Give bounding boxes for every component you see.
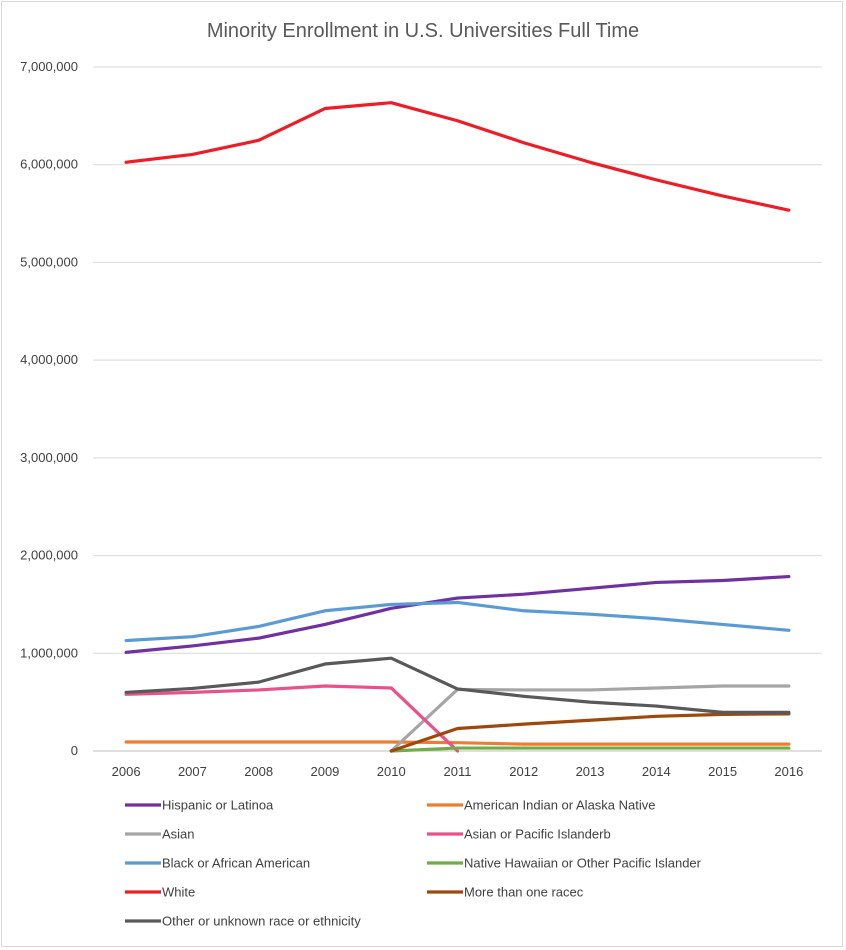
y-tick-label: 4,000,000	[20, 352, 78, 367]
x-tick-label: 2010	[377, 764, 406, 779]
series-line-other-or-unknown-race-or-ethnicity	[124, 656, 791, 714]
y-tick-label: 7,000,000	[20, 59, 78, 74]
y-axis-ticks: 0 1,000,000 2,000,000 3,000,000 4,000,000 5,0…	[20, 59, 78, 758]
x-axis-ticks: 2006 2007 2008 2009 2010 2011 2012 2013 2014 2015…	[112, 764, 804, 779]
gridlines	[93, 66, 822, 752]
legend-item-other-or-unknown-race-or-ethnicity: Other or unknown race or ethnicity	[125, 914, 361, 929]
series-line-white	[124, 101, 791, 212]
legend: Hispanic or Latinoa American Indian or Al…	[125, 798, 702, 929]
legend-label: Other or unknown race or ethnicity	[162, 914, 361, 929]
y-tick-label: 0	[71, 743, 78, 758]
x-tick-label: 2013	[576, 764, 605, 779]
series-lines	[124, 101, 791, 753]
series-line-native-hawaiian-or-other-pacific-islander	[389, 746, 791, 753]
series-line-black-or-african-american	[124, 600, 791, 643]
legend-label: Asian or Pacific Islanderb	[464, 827, 611, 842]
series-line-american-indian-or-alaska-native	[124, 740, 791, 746]
legend-item-asian-or-pacific-islanderb: Asian or Pacific Islanderb	[427, 827, 611, 842]
legend-item-more-than-one-racec: More than one racec	[427, 885, 584, 900]
x-tick-label: 2009	[310, 764, 339, 779]
legend-label: Native Hawaiian or Other Pacific Islande…	[464, 856, 702, 871]
y-tick-label: 2,000,000	[20, 548, 78, 563]
x-tick-label: 2012	[509, 764, 538, 779]
legend-item-american-indian-or-alaska-native: American Indian or Alaska Native	[427, 798, 655, 813]
series-line-asian-or-pacific-islanderb	[124, 684, 460, 753]
legend-label: Black or African American	[162, 856, 310, 871]
chart-title: Minority Enrollment in U.S. Universities…	[207, 20, 639, 42]
x-tick-label: 2011	[444, 764, 472, 779]
legend-label: American Indian or Alaska Native	[464, 798, 655, 813]
legend-label: Hispanic or Latinoa	[162, 798, 274, 813]
x-tick-label: 2016	[774, 764, 803, 779]
y-tick-label: 6,000,000	[20, 157, 78, 172]
series-line-hispanic-or-latinoa	[124, 574, 791, 654]
y-tick-label: 3,000,000	[20, 450, 78, 465]
y-tick-label: 5,000,000	[20, 254, 78, 269]
legend-item-native-hawaiian-or-other-pacific-islander: Native Hawaiian or Other Pacific Islande…	[427, 856, 702, 871]
x-tick-label: 2015	[708, 764, 737, 779]
x-tick-label: 2008	[244, 764, 273, 779]
legend-label: Asian	[162, 827, 195, 842]
legend-item-hispanic-or-latinoa: Hispanic or Latinoa	[125, 798, 274, 813]
legend-item-white: White	[125, 885, 195, 900]
x-tick-label: 2014	[642, 764, 671, 779]
y-tick-label: 1,000,000	[20, 645, 78, 660]
legend-label: More than one racec	[464, 885, 584, 900]
legend-label: White	[162, 885, 195, 900]
x-tick-label: 2006	[112, 764, 141, 779]
x-tick-label: 2007	[178, 764, 207, 779]
series-line-more-than-one-racec	[389, 712, 791, 753]
legend-item-asian: Asian	[125, 827, 195, 842]
legend-item-black-or-african-american: Black or African American	[125, 856, 310, 871]
